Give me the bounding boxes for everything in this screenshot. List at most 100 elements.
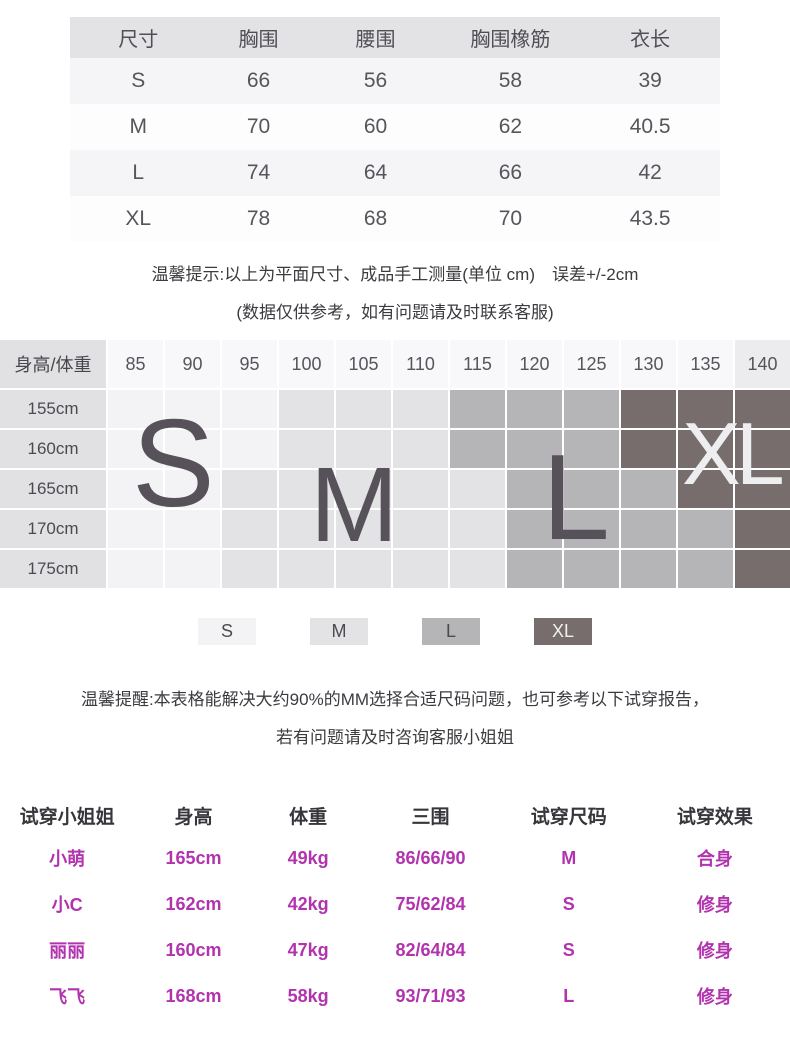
fit-report-table: 试穿小姐姐 身高 体重 三围 试穿尺码 试穿效果 小萌 165cm 49kg 8… bbox=[0, 795, 790, 1019]
table-row: M 70 60 62 40.5 bbox=[70, 104, 720, 150]
size-cell: 74 bbox=[246, 161, 271, 184]
size-zone-cell-m bbox=[222, 550, 277, 588]
size-zone-cell-m bbox=[279, 550, 334, 588]
size-table-header: 胸围 bbox=[238, 29, 279, 51]
size-zone-cell-xl bbox=[735, 510, 790, 548]
size-zone-cell-xl bbox=[678, 390, 733, 428]
size-table-header: 腰围 bbox=[355, 29, 396, 51]
weight-header-cell: 85 bbox=[108, 340, 163, 388]
fit-cell-effect: 修身 bbox=[696, 987, 733, 1007]
legend-swatch-xl: XL bbox=[534, 618, 592, 645]
size-cell: S bbox=[131, 69, 146, 92]
size-zone-cell-l bbox=[564, 390, 619, 428]
size-zone-cell-m bbox=[336, 510, 391, 548]
fit-cell-measurements: 93/71/93 bbox=[395, 985, 466, 1006]
measurement-note-line2: (数据仅供参考，如有问题请及时联系客服) bbox=[236, 303, 554, 322]
size-zone-cell-m bbox=[279, 510, 334, 548]
size-cell: 64 bbox=[363, 161, 388, 184]
size-zone-cell-l bbox=[507, 390, 562, 428]
weight-header-cell: 130 bbox=[621, 340, 676, 388]
fit-cell-effect: 合身 bbox=[696, 849, 733, 869]
size-cell: 68 bbox=[363, 207, 388, 230]
height-label-cell: 170cm bbox=[0, 510, 106, 548]
size-cell: 40.5 bbox=[629, 115, 671, 138]
table-row: XL 78 68 70 43.5 bbox=[70, 196, 720, 242]
size-cell: M bbox=[129, 115, 148, 138]
fit-cell-effect: 修身 bbox=[696, 895, 733, 915]
size-zone-cell-l bbox=[564, 430, 619, 468]
size-zone-cell-s bbox=[165, 470, 220, 508]
size-zone-cell-m bbox=[393, 390, 448, 428]
size-zone-cell-l bbox=[678, 510, 733, 548]
size-cell: L bbox=[132, 161, 145, 184]
fit-cell-weight: 47kg bbox=[287, 939, 329, 960]
size-zone-cell-m bbox=[222, 510, 277, 548]
size-zone-cell-xl bbox=[735, 390, 790, 428]
size-zone-cell-l bbox=[450, 430, 505, 468]
weight-header-cell: 90 bbox=[165, 340, 220, 388]
height-weight-corner-label: 身高/体重 bbox=[0, 340, 106, 388]
size-zone-cell-m bbox=[450, 550, 505, 588]
size-table-header-row: 尺寸 胸围 腰围 胸围橡筋 衣长 bbox=[70, 17, 720, 58]
fit-cell-effect: 修身 bbox=[696, 941, 733, 961]
legend-swatch-l: L bbox=[422, 618, 480, 645]
size-zone-cell-m bbox=[222, 470, 277, 508]
legend-swatch-s: S bbox=[198, 618, 256, 645]
size-table-header: 衣长 bbox=[630, 29, 671, 51]
size-zone-cell-m bbox=[450, 510, 505, 548]
weight-header-cell: 110 bbox=[393, 340, 448, 388]
size-zone-cell-s bbox=[165, 430, 220, 468]
size-table: 尺寸 胸围 腰围 胸围橡筋 衣长 S 66 56 58 39 M 70 60 6… bbox=[70, 17, 720, 242]
reminder-note: 温馨提醒:本表格能解决大约90%的MM选择合适尺码问题，也可参考以下试穿报告， … bbox=[0, 681, 790, 757]
size-zone-cell-xl bbox=[678, 470, 733, 508]
fit-cell-weight: 42kg bbox=[287, 893, 329, 914]
weight-header-cell: 100 bbox=[279, 340, 334, 388]
fit-cell-measurements: 82/64/84 bbox=[395, 939, 466, 960]
size-zone-cell-xl bbox=[735, 430, 790, 468]
size-table-header: 胸围橡筋 bbox=[470, 29, 551, 51]
size-cell: 62 bbox=[498, 115, 523, 138]
size-zone-cell-m bbox=[393, 510, 448, 548]
size-zone-cell-m bbox=[393, 470, 448, 508]
size-zone-cell-s bbox=[108, 470, 163, 508]
fit-cell-height: 168cm bbox=[165, 985, 222, 1006]
size-zone-cell-s bbox=[165, 510, 220, 548]
size-zone-cell-l bbox=[621, 470, 676, 508]
fit-table-header: 试穿效果 bbox=[676, 806, 753, 828]
size-zone-cell-s bbox=[222, 430, 277, 468]
size-zone-cell-m bbox=[336, 550, 391, 588]
weight-header-cell: 125 bbox=[564, 340, 619, 388]
size-zone-cell-xl bbox=[735, 550, 790, 588]
fit-cell-height: 160cm bbox=[165, 939, 222, 960]
size-zone-cell-l bbox=[678, 550, 733, 588]
size-cell: 66 bbox=[498, 161, 523, 184]
table-row: L 74 64 66 42 bbox=[70, 150, 720, 196]
weight-header-cell: 140 bbox=[735, 340, 790, 388]
size-zone-cell-l bbox=[507, 470, 562, 508]
fit-table-header: 身高 bbox=[174, 806, 213, 828]
size-zone-cell-l bbox=[507, 430, 562, 468]
reminder-note-line1: 温馨提醒:本表格能解决大约90%的MM选择合适尺码问题，也可参考以下试穿报告， bbox=[80, 690, 710, 709]
size-zone-cell-m bbox=[336, 470, 391, 508]
size-zone-cell-s bbox=[222, 390, 277, 428]
fit-cell-size: M bbox=[561, 847, 577, 868]
size-zone-cell-m bbox=[279, 390, 334, 428]
measurement-note: 温馨提示:以上为平面尺寸、成品手工测量(单位 cm) 误差+/-2cm (数据仅… bbox=[0, 256, 790, 332]
size-zone-cell-l bbox=[564, 470, 619, 508]
fit-cell-height: 162cm bbox=[165, 893, 222, 914]
size-cell: XL bbox=[125, 207, 152, 230]
fit-table-header: 试穿尺码 bbox=[530, 806, 607, 828]
height-weight-grid: 身高/体重 85 90 95 100 105 110 115 120 125 130 135 140 15… bbox=[0, 340, 790, 588]
weight-header-cell: 105 bbox=[336, 340, 391, 388]
size-zone-cell-l bbox=[564, 510, 619, 548]
size-zone-cell-m bbox=[336, 390, 391, 428]
fit-table-header: 试穿小姐姐 bbox=[19, 806, 115, 828]
size-cell: 42 bbox=[638, 161, 662, 184]
size-zone-cell-m bbox=[450, 470, 505, 508]
size-zone-cell-xl bbox=[621, 390, 676, 428]
height-label-cell: 160cm bbox=[0, 430, 106, 468]
size-cell: 70 bbox=[246, 115, 271, 138]
size-cell: 78 bbox=[246, 207, 271, 230]
fit-cell-weight: 49kg bbox=[287, 847, 329, 868]
size-cell: 39 bbox=[638, 69, 662, 92]
